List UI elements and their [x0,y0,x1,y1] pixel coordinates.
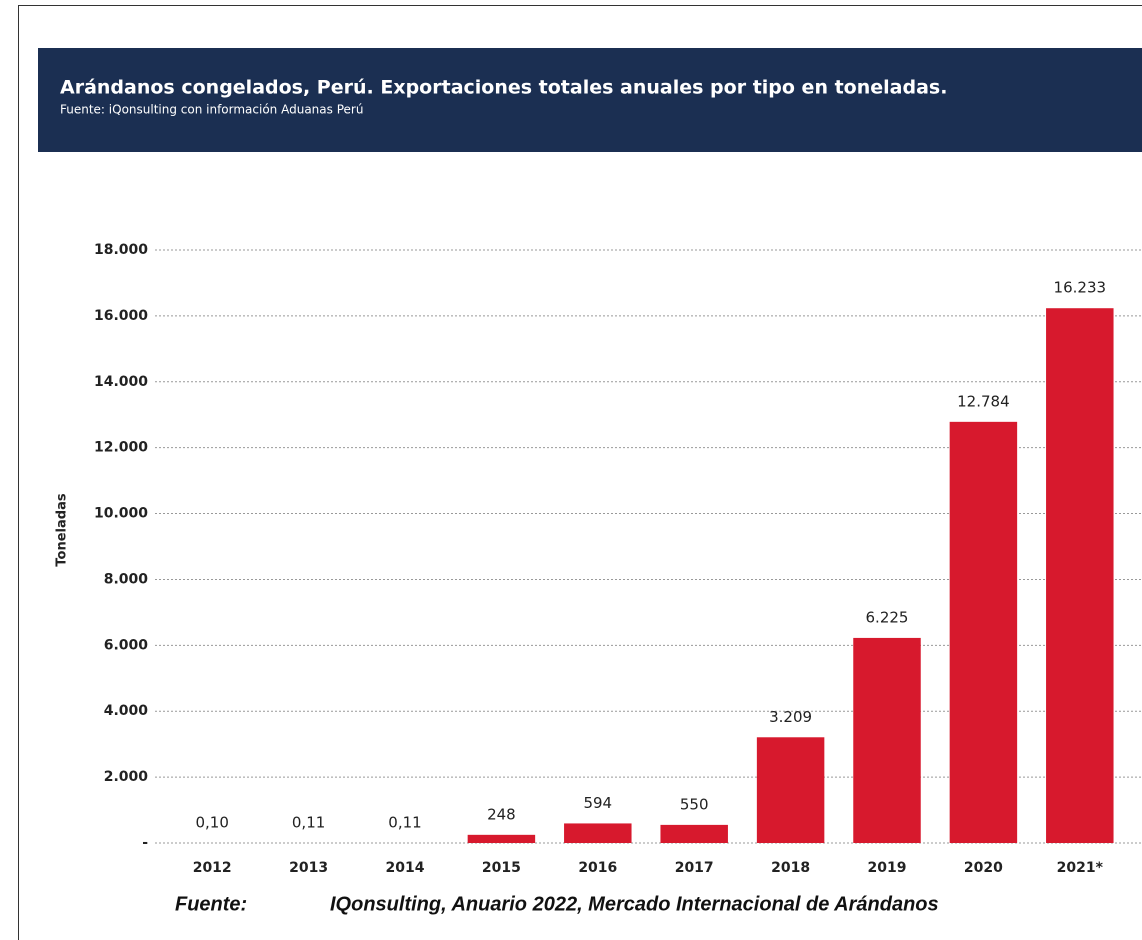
value-label: 0,10 [195,813,228,831]
y-tick-label: 14.000 [94,374,148,390]
source: IQonsulting, Anuario 2022, Mercado Inter… [330,893,939,915]
y-tick-label: - [142,835,148,851]
x-tick-label: 2014 [386,860,425,876]
value-label: 3.209 [769,708,812,726]
x-tick-label: 2017 [675,860,714,876]
y-axis-label: Toneladas [55,493,70,566]
value-label: 6.225 [866,608,909,626]
value-label: 0,11 [292,813,325,831]
x-tick-label: 2021* [1057,860,1104,876]
frame [18,5,1142,940]
bar [660,824,728,843]
title-banner [38,48,1142,152]
y-tick-label: 18.000 [94,242,148,258]
y-tick-label: 6.000 [104,637,149,653]
bar [853,637,921,843]
value-label: 12.784 [957,392,1010,410]
y-tick-label: 8.000 [104,571,149,587]
y-tick-label: 12.000 [94,440,148,456]
value-label: 550 [680,795,709,813]
value-label: 248 [487,805,516,823]
chart-subtitle: Fuente: iQonsulting con información Adua… [60,103,363,117]
x-tick-label: 2013 [289,860,328,876]
x-tick-label: 2015 [482,860,521,876]
y-tick-label: 4.000 [104,703,149,719]
value-label: 0,11 [388,813,421,831]
y-tick-label: 16.000 [94,308,148,324]
x-tick-label: 2018 [771,860,810,876]
chart-title: Arándanos congelados, Perú. Exportacione… [60,77,947,99]
bar [467,834,536,843]
value-label: 16.233 [1054,279,1107,297]
source-label: Fuente: [175,893,247,915]
y-tick-label: 2.000 [104,769,149,785]
bar [949,421,1018,843]
value-label: 594 [583,794,612,812]
bar [756,737,825,843]
bar [1046,308,1114,843]
x-tick-label: 2012 [193,860,232,876]
x-tick-label: 2016 [578,860,617,876]
y-tick-label: 10.000 [94,506,148,522]
x-tick-label: 2020 [964,860,1003,876]
x-tick-label: 2019 [868,860,907,876]
bar [564,823,632,843]
